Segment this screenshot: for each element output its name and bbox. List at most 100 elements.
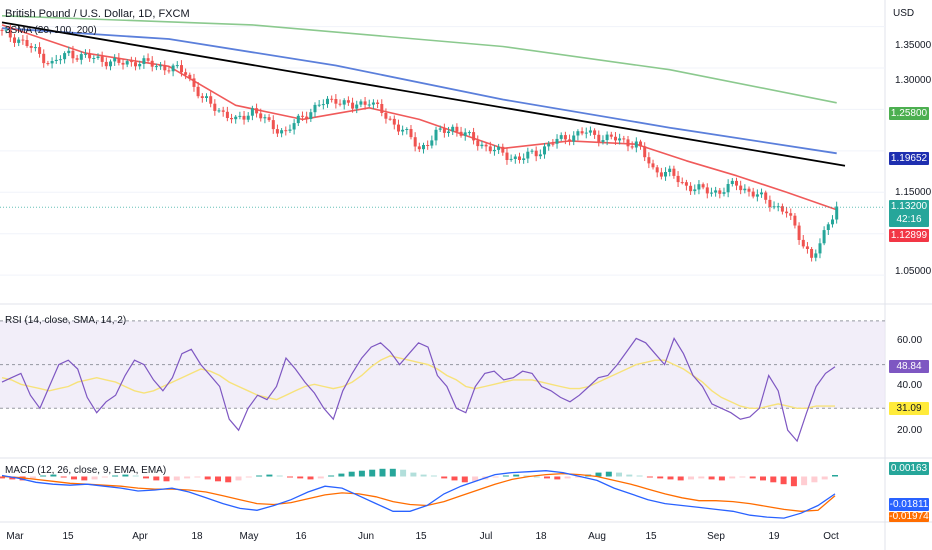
macd-histogram-bar [821, 476, 828, 480]
candle-body [271, 120, 275, 130]
candle-body [547, 143, 551, 147]
candle-body [109, 61, 112, 67]
candle-body [359, 101, 363, 105]
candle-body [501, 146, 505, 153]
macd-histogram-bar [688, 476, 694, 480]
candle-body [451, 126, 455, 132]
macd-histogram-bar [101, 476, 108, 478]
rsi-tick: 20.00 [897, 425, 923, 436]
macd-histogram-bar [544, 476, 550, 479]
macd-histogram-bar [143, 476, 149, 479]
macd-histogram-bar [708, 476, 715, 480]
time-label: 19 [768, 531, 780, 542]
candle-body [413, 137, 417, 147]
candle-body [513, 156, 517, 159]
candle-body [355, 104, 359, 109]
candle-body [317, 104, 321, 106]
candle-body [438, 128, 442, 130]
candle-body [104, 61, 108, 67]
macd-histogram-bar [29, 476, 36, 479]
candle-body [192, 78, 196, 87]
rsi-sma-tag: 31.09 [889, 402, 929, 415]
candlesticks [0, 24, 839, 262]
macd-histogram-bar [266, 474, 273, 477]
candle-body [121, 62, 125, 65]
macd-histogram-bar [276, 475, 283, 477]
candle-body [154, 66, 158, 68]
trendline[interactable] [1, 21, 846, 167]
candle-body [568, 139, 572, 142]
candle-body [113, 58, 117, 62]
symbol-title[interactable]: British Pound / U.S. Dollar, 1D, FXCM [5, 8, 190, 20]
macd-line [1, 470, 836, 519]
macd-histogram-bar [112, 475, 119, 477]
price-tick: 1.15000 [895, 187, 932, 198]
candle-body [167, 70, 171, 72]
candle-body [447, 131, 450, 133]
macd-histogram-bar [420, 474, 427, 477]
candle-body [100, 56, 104, 62]
rsi-label[interactable]: RSI (14, close, SMA, 14, 2) [5, 315, 127, 326]
candle-body [455, 126, 459, 132]
candle-body [530, 150, 534, 152]
sma100-line [1, 27, 837, 155]
price-gridlines [0, 26, 885, 276]
candle-body [234, 116, 238, 120]
sma200-path [1, 15, 837, 104]
sma20-path [1, 24, 837, 211]
candle-body [622, 138, 626, 140]
candle-body [0, 29, 4, 31]
macd-histogram-bar [122, 474, 129, 477]
candle-body [518, 156, 521, 160]
candle-body [225, 111, 229, 118]
candle-body [8, 29, 12, 38]
candle-body [301, 115, 304, 117]
time-label: 15 [415, 531, 427, 542]
candle-body [33, 47, 37, 49]
macd-signal-line [1, 472, 836, 512]
candle-body [138, 64, 142, 67]
candle-body [417, 146, 421, 150]
candle-body [705, 187, 709, 194]
macd-histogram-bar [472, 476, 479, 482]
macd-histogram-bar [574, 476, 581, 478]
candle-body [263, 117, 267, 119]
macd-histogram-bar [235, 476, 242, 481]
candle-body [29, 46, 33, 48]
macd-histogram-bar [71, 476, 77, 480]
candle-body [480, 144, 484, 147]
macd-histogram-bar [595, 472, 602, 477]
macd-histogram-bar [60, 476, 67, 478]
candle-body [351, 102, 355, 109]
sma-indicator-label[interactable]: 3SMA (20, 100, 200) [5, 25, 97, 36]
candle-body [21, 39, 25, 41]
candle-body [134, 62, 137, 67]
candle-body [434, 129, 438, 141]
candle-body [676, 175, 680, 183]
candle-body [305, 116, 309, 120]
rsi-pane [0, 320, 885, 443]
candle-body [267, 117, 271, 121]
candle-body [780, 206, 784, 212]
macd-pane [0, 468, 838, 519]
candle-body [250, 108, 254, 116]
candle-body [25, 40, 29, 46]
candle-body [275, 129, 279, 134]
candle-body [776, 206, 780, 208]
macd-histogram-bar [441, 476, 448, 479]
sma200-price-tag: 1.25800 [889, 107, 929, 120]
macd-label[interactable]: MACD (12, 26, close, 9, EMA, EMA) [5, 465, 167, 476]
candle-body [242, 115, 246, 120]
candle-body [605, 134, 609, 141]
candle-body [805, 246, 809, 249]
time-label-mar: Mar [6, 531, 24, 542]
candle-body [509, 158, 513, 160]
candle-body [822, 230, 826, 244]
candle-body [576, 131, 580, 136]
macd-histogram-bar [811, 476, 818, 483]
macd-histogram-bar [502, 475, 509, 477]
macd-histogram-bar [287, 476, 293, 478]
candle-body [159, 65, 163, 67]
candle-body [538, 154, 542, 157]
